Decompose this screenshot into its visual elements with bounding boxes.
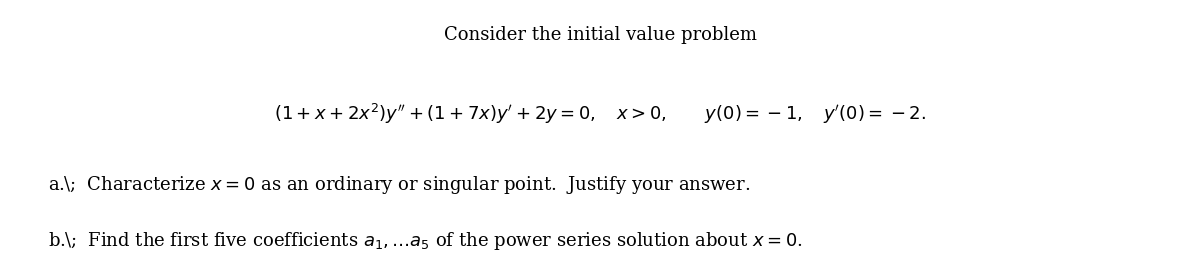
- Text: a.\;  Characterize $x = 0$ as an ordinary or singular point.  Justify your answe: a.\; Characterize $x = 0$ as an ordinary…: [48, 174, 750, 196]
- Text: $(1 + x + 2x^2)y'' + (1 + 7x)y' + 2y = 0, \quad x > 0, \qquad y(0) = -1, \quad y: $(1 + x + 2x^2)y'' + (1 + 7x)y' + 2y = 0…: [274, 102, 926, 126]
- Text: Consider the initial value problem: Consider the initial value problem: [444, 26, 756, 44]
- Text: b.\;  Find the first five coefficients $a_1, \ldots a_5$ of the power series sol: b.\; Find the first five coefficients $a…: [48, 230, 803, 252]
